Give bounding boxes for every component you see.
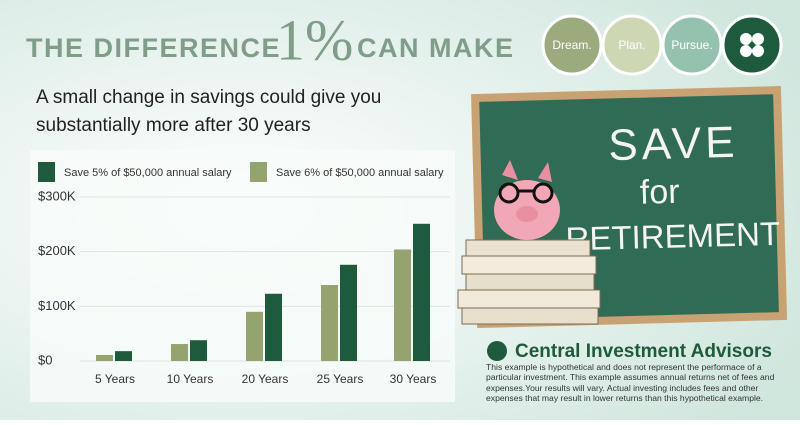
logo-mark — [487, 341, 507, 361]
bar — [246, 311, 263, 361]
circle-label: Pursue. — [671, 38, 712, 52]
title-left: THE DIFFERENCE — [26, 33, 281, 63]
title-right: CAN MAKE — [357, 33, 515, 63]
circle — [541, 14, 603, 76]
bar — [321, 285, 338, 361]
bar — [394, 249, 411, 361]
bar — [265, 293, 282, 361]
clover-icon — [740, 33, 764, 57]
y-tick-label: $300K — [38, 188, 76, 203]
x-tick-label: 25 Years — [317, 372, 364, 386]
legend-label: Save 5% of $50,000 annual salary — [64, 167, 232, 179]
bar — [190, 340, 207, 361]
chalk-text: SAVE — [608, 118, 739, 170]
y-tick-label: $0 — [38, 352, 52, 367]
piggy-bank — [494, 160, 560, 240]
legend-label: Save 6% of $50,000 annual salary — [276, 167, 444, 179]
title-big: 1% — [276, 7, 353, 72]
bar — [413, 223, 430, 361]
circle-label: Dream. — [552, 38, 591, 52]
bar — [340, 264, 357, 361]
subtitle: substantially more after 30 years — [36, 115, 311, 136]
logo-text: Central Investment Advisors — [515, 341, 772, 362]
circle-label: Plan. — [618, 38, 645, 52]
circle — [661, 14, 723, 76]
bar — [171, 344, 188, 361]
circle — [601, 14, 663, 76]
chalk-text: for — [639, 173, 680, 212]
legend-swatch — [250, 162, 267, 182]
x-tick-label: 5 Years — [95, 372, 135, 386]
bar — [96, 354, 113, 361]
subtitle: A small change in savings could give you — [36, 87, 381, 108]
x-tick-label: 30 Years — [390, 372, 437, 386]
x-tick-label: 10 Years — [167, 372, 214, 386]
chalk-text: RETIREMENT — [565, 215, 780, 258]
x-tick-label: 20 Years — [242, 372, 289, 386]
books — [457, 239, 601, 325]
chart-panel — [30, 150, 455, 402]
legend-swatch — [38, 162, 55, 182]
y-tick-label: $100K — [38, 298, 76, 313]
bar — [115, 351, 132, 361]
y-tick-label: $200K — [38, 243, 76, 258]
disclaimer: This example is hypothetical and does no… — [486, 362, 775, 404]
